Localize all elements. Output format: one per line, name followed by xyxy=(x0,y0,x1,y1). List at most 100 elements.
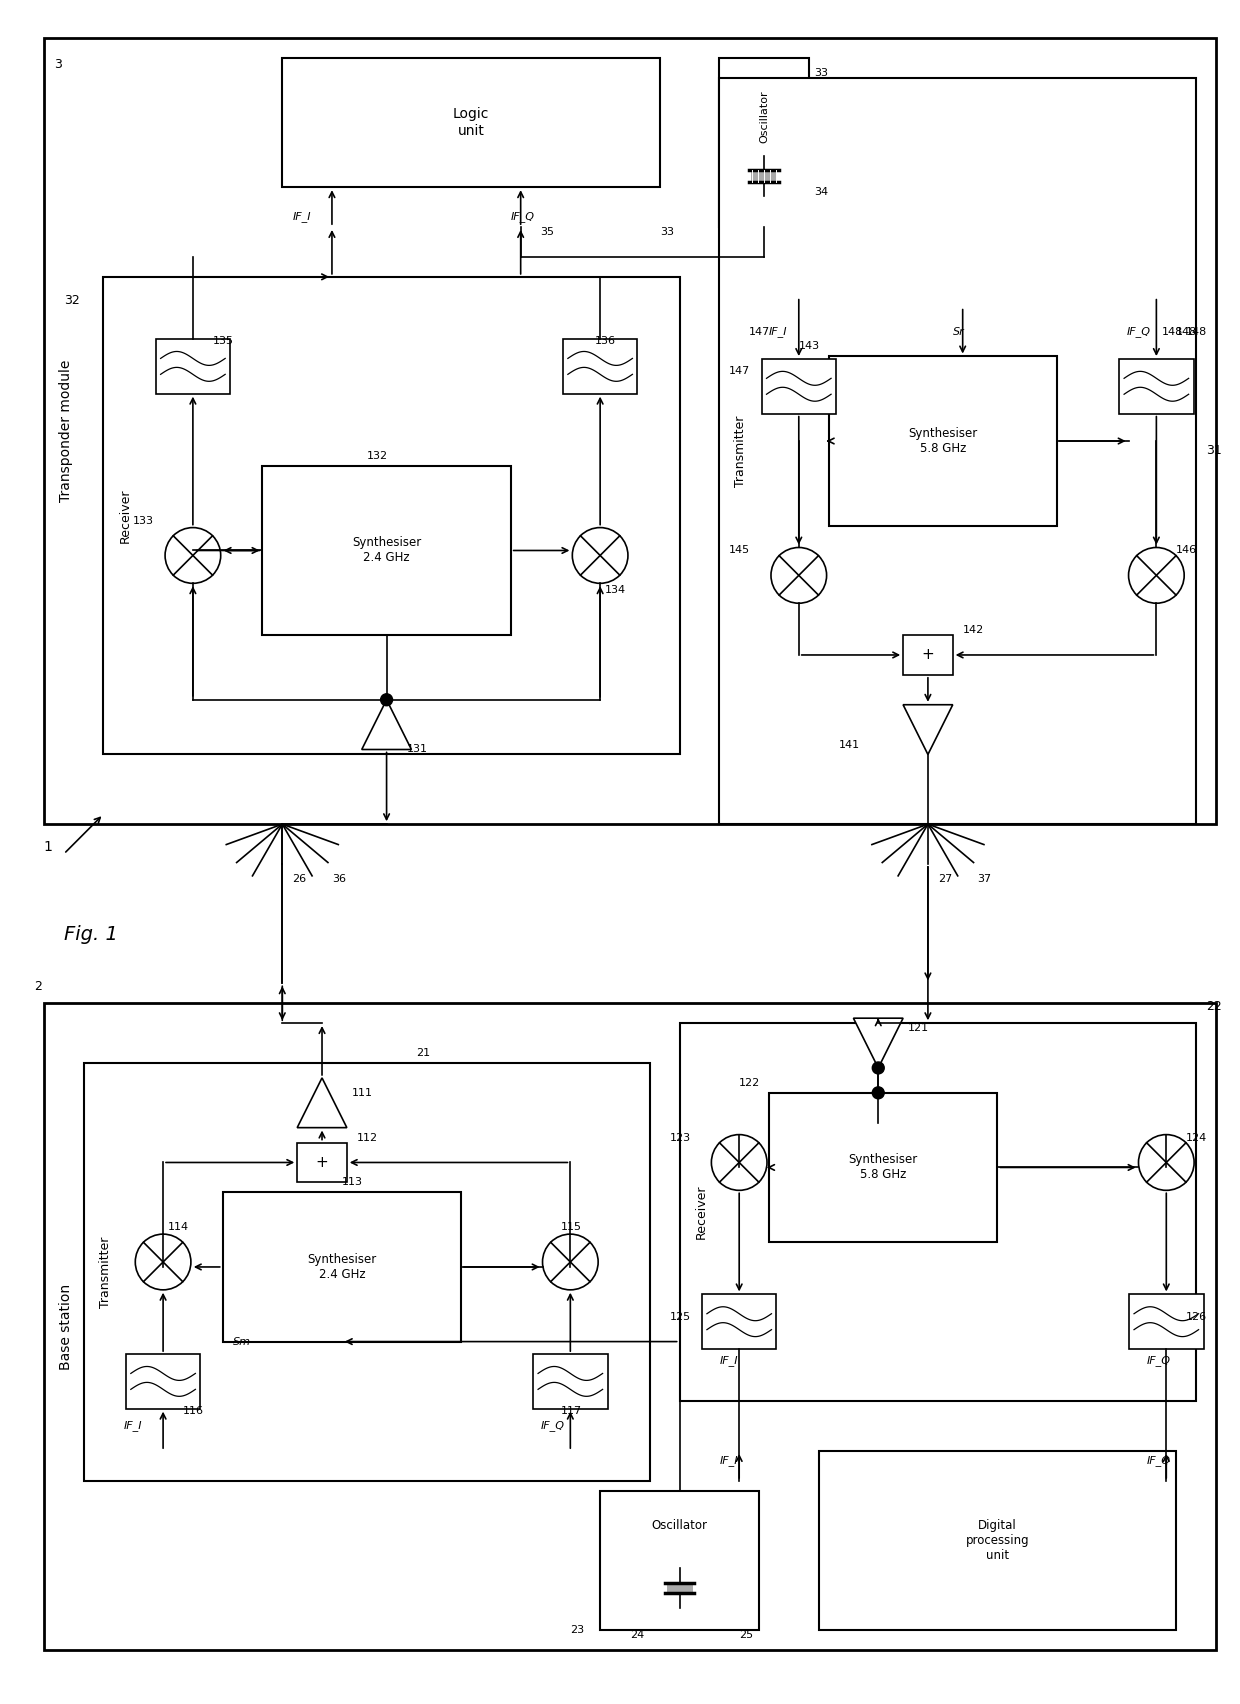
Circle shape xyxy=(165,528,221,583)
Text: 132: 132 xyxy=(367,452,388,460)
Circle shape xyxy=(135,1234,191,1290)
Bar xyxy=(702,1295,776,1350)
Text: IF_I: IF_I xyxy=(769,325,787,336)
Polygon shape xyxy=(853,1019,903,1068)
Bar xyxy=(156,339,231,394)
Text: Base station: Base station xyxy=(58,1283,73,1370)
Text: 123: 123 xyxy=(670,1133,691,1143)
Text: Sm: Sm xyxy=(233,1336,250,1346)
Text: 136: 136 xyxy=(595,336,616,346)
Text: 112: 112 xyxy=(357,1133,378,1143)
Bar xyxy=(680,1022,1197,1401)
Bar xyxy=(667,1583,692,1593)
Text: 148: 148 xyxy=(1187,327,1208,336)
Bar xyxy=(533,1355,608,1409)
Bar xyxy=(751,170,777,182)
Bar xyxy=(1130,1295,1204,1350)
Text: Synthesiser
5.8 GHz: Synthesiser 5.8 GHz xyxy=(908,428,977,455)
Text: 34: 34 xyxy=(813,187,828,198)
Text: 141: 141 xyxy=(838,740,859,750)
Text: Fig. 1: Fig. 1 xyxy=(63,925,118,944)
Text: 133: 133 xyxy=(133,516,154,525)
Text: 147: 147 xyxy=(729,366,750,377)
Text: 142: 142 xyxy=(962,625,983,636)
Text: 135: 135 xyxy=(213,336,234,346)
Text: 35: 35 xyxy=(541,227,554,237)
Bar xyxy=(719,58,808,227)
Bar xyxy=(563,339,637,394)
Text: 115: 115 xyxy=(560,1222,582,1232)
Text: Logic
unit: Logic unit xyxy=(453,107,490,138)
Text: 124: 124 xyxy=(1187,1133,1208,1143)
Text: 145: 145 xyxy=(729,545,750,556)
Bar xyxy=(83,1063,650,1481)
Text: 122: 122 xyxy=(739,1079,760,1087)
Text: Receiver: Receiver xyxy=(694,1184,708,1239)
Circle shape xyxy=(712,1135,768,1191)
Text: 131: 131 xyxy=(407,745,428,755)
Bar xyxy=(828,356,1056,525)
Polygon shape xyxy=(903,705,952,755)
Text: 3: 3 xyxy=(53,58,62,72)
Text: 116: 116 xyxy=(184,1406,203,1416)
Text: 24: 24 xyxy=(630,1631,645,1641)
Bar xyxy=(283,58,660,187)
Text: 111: 111 xyxy=(352,1087,373,1097)
Text: +: + xyxy=(921,648,934,663)
Text: 32: 32 xyxy=(63,293,79,307)
Text: 148: 148 xyxy=(1162,327,1183,336)
Bar xyxy=(769,1092,997,1242)
Text: +: + xyxy=(316,1155,329,1171)
Text: IF_Q: IF_Q xyxy=(1147,1356,1171,1367)
Text: 121: 121 xyxy=(908,1022,929,1033)
Bar xyxy=(719,78,1197,825)
Text: 126: 126 xyxy=(1187,1312,1208,1322)
Text: 36: 36 xyxy=(332,874,346,884)
Text: IF_Q: IF_Q xyxy=(1127,325,1151,336)
Bar xyxy=(43,37,1216,825)
Text: 143: 143 xyxy=(799,341,820,351)
Circle shape xyxy=(543,1234,598,1290)
Text: 114: 114 xyxy=(169,1222,190,1232)
Bar xyxy=(223,1193,461,1341)
Text: 33: 33 xyxy=(813,68,827,78)
Text: 2: 2 xyxy=(33,980,42,993)
Text: Oscillator: Oscillator xyxy=(759,90,769,143)
Circle shape xyxy=(573,528,627,583)
Circle shape xyxy=(381,694,393,705)
Polygon shape xyxy=(298,1079,347,1128)
Bar xyxy=(1120,360,1194,414)
Text: Synthesiser
2.4 GHz: Synthesiser 2.4 GHz xyxy=(308,1252,377,1281)
Text: Receiver: Receiver xyxy=(118,489,131,544)
Bar xyxy=(43,1004,1216,1649)
Text: Digital
processing
unit: Digital processing unit xyxy=(966,1518,1029,1563)
Text: IF_Q: IF_Q xyxy=(511,211,534,222)
Text: 22: 22 xyxy=(1207,1000,1221,1014)
Text: Oscillator: Oscillator xyxy=(651,1520,708,1532)
Text: Synthesiser
5.8 GHz: Synthesiser 5.8 GHz xyxy=(848,1154,918,1181)
Text: Synthesiser
2.4 GHz: Synthesiser 2.4 GHz xyxy=(352,537,422,564)
Text: 33: 33 xyxy=(660,227,673,237)
Text: Transponder module: Transponder module xyxy=(58,360,73,503)
Circle shape xyxy=(1128,547,1184,603)
Text: 1: 1 xyxy=(43,840,53,854)
Text: 21: 21 xyxy=(417,1048,430,1058)
Text: IF_Q: IF_Q xyxy=(1147,1455,1171,1465)
Bar xyxy=(263,465,511,636)
Text: 31: 31 xyxy=(1207,445,1221,457)
Text: IF_I: IF_I xyxy=(123,1419,141,1431)
Circle shape xyxy=(1138,1135,1194,1191)
Text: 27: 27 xyxy=(937,874,952,884)
Circle shape xyxy=(771,547,827,603)
Text: 26: 26 xyxy=(293,874,306,884)
Text: IF_I: IF_I xyxy=(719,1455,738,1465)
Text: 134: 134 xyxy=(605,584,626,595)
Polygon shape xyxy=(362,700,412,750)
Bar xyxy=(818,1452,1177,1631)
Text: IF_Q: IF_Q xyxy=(541,1419,564,1431)
Text: 148: 148 xyxy=(1177,327,1198,336)
Bar xyxy=(903,636,952,675)
Text: 25: 25 xyxy=(739,1631,754,1641)
Circle shape xyxy=(872,1087,884,1099)
Bar xyxy=(298,1143,347,1183)
